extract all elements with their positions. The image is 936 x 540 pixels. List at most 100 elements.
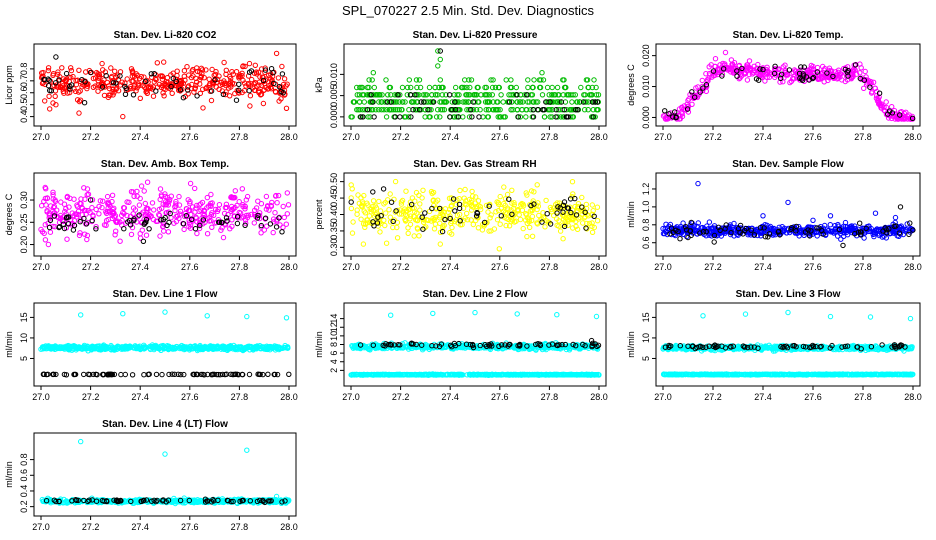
data-point [787,79,793,86]
data-point [392,107,399,113]
series-primary [348,48,602,120]
y-tick-label: 0.020 [641,44,651,67]
data-point [697,89,703,95]
y-tick-label: 5 [19,356,29,361]
data-point [801,64,807,70]
data-point [247,93,254,99]
data-point [852,62,859,68]
y-tick-label: 0.7 [19,75,29,88]
data-point [204,313,210,319]
data-point [285,202,292,208]
data-point [281,76,288,82]
data-point [350,219,356,225]
x-tick-label: 27.4 [441,392,459,402]
data-point [81,82,88,89]
data-point [746,71,752,78]
y-tick-label: 0.4 [19,110,29,123]
data-point [110,86,116,92]
data-point [744,77,751,83]
data-point [250,85,256,91]
data-point [428,107,434,113]
data-point [553,114,559,120]
data-point [819,71,825,77]
data-point [551,92,557,98]
x-tick-label: 27.2 [82,392,100,402]
data-point [814,69,820,75]
data-point [260,100,267,107]
data-point [206,76,212,82]
chart-title: Stan. Dev. Li-820 Temp. [733,30,844,41]
data-point [490,99,496,105]
y-tick-label: 0.000 [329,106,339,129]
data-point [247,103,253,109]
data-point [236,199,242,205]
data-point [897,112,903,118]
data-point [161,228,167,234]
data-point [181,371,187,378]
data-point [553,107,559,113]
data-point [50,71,57,77]
data-point [376,198,382,205]
y-axis-label: kPa [314,77,324,93]
x-tick-label: 27.0 [32,132,50,142]
x-tick-label: 27.6 [181,262,199,272]
data-point [790,75,796,82]
data-point [200,105,206,111]
plot-frame [33,172,297,257]
data-point [407,216,413,222]
data-point [582,107,588,113]
data-point [190,66,196,73]
data-point [246,88,252,94]
data-point [851,68,857,74]
data-point [575,107,581,113]
data-point [61,201,68,207]
data-point [380,186,387,192]
data-point [128,83,134,90]
x-tick-label: 28.0 [904,132,922,142]
data-point [786,67,793,73]
data-point [543,197,549,204]
data-point [509,187,515,194]
data-point [590,114,596,120]
x-tick-label: 28.0 [590,132,608,142]
data-point [751,63,757,70]
data-point [173,78,179,85]
data-point [90,84,97,91]
data-point [157,186,164,192]
data-point [433,114,440,120]
data-point [280,81,287,88]
series-primary [39,50,290,120]
data-point [257,92,264,98]
data-point [388,199,395,205]
data-point [39,203,45,209]
x-tick-label: 27.8 [854,262,872,272]
x-tick-label: 27.0 [654,392,672,402]
data-point [187,180,194,187]
data-point [416,233,422,239]
data-point [543,99,549,105]
data-point [570,114,576,120]
data-point [221,210,228,217]
y-tick-label: 0.6 [641,236,651,249]
data-point [413,107,419,113]
data-point [706,71,713,77]
data-point [555,114,561,120]
data-point [514,311,520,317]
data-point [711,239,717,245]
data-point [557,228,564,234]
data-point [150,84,157,90]
data-point [364,107,371,113]
data-point [44,195,50,202]
data-point [142,200,149,207]
data-point [514,99,520,105]
data-point [138,73,145,80]
data-point [760,213,766,219]
data-point [558,114,564,120]
data-point [270,229,276,236]
data-point [177,81,183,87]
data-point [554,312,560,318]
data-point [112,68,118,75]
data-point [159,371,165,378]
data-point [109,192,116,199]
data-point [349,230,356,236]
